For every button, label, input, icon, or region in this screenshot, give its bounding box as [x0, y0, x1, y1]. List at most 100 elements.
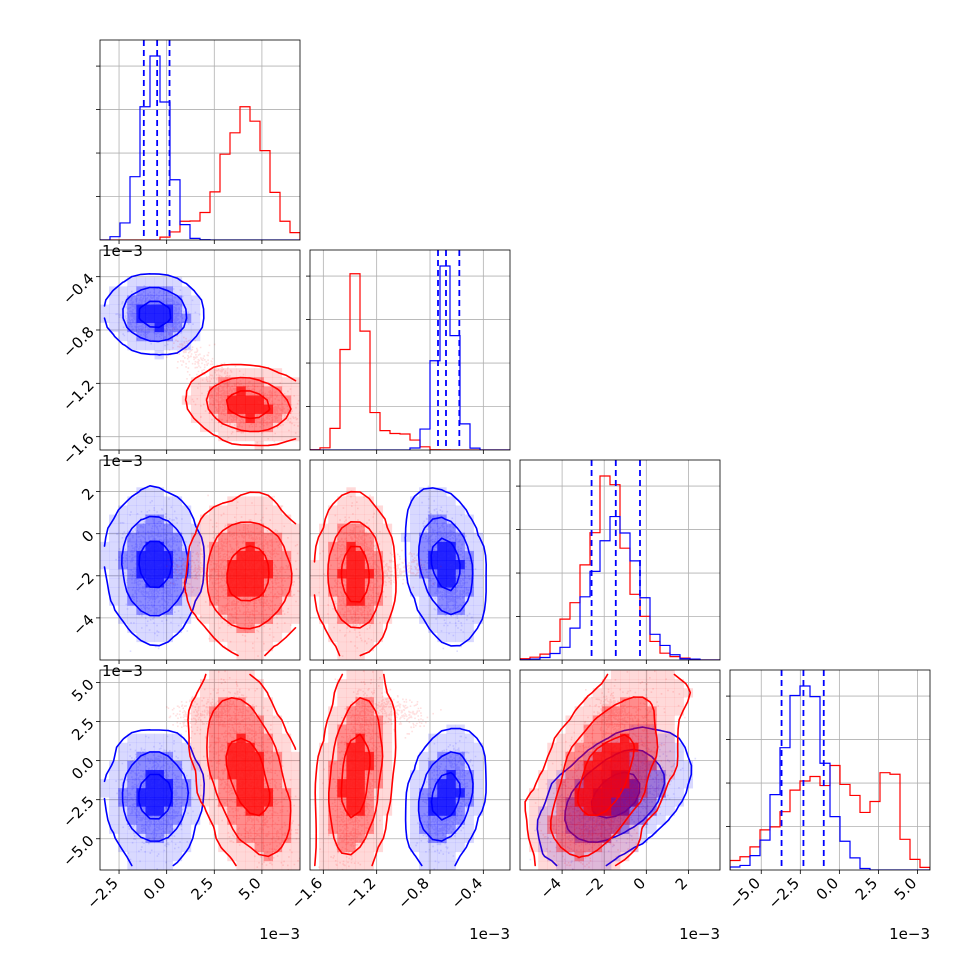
density-cell-red [263, 514, 274, 524]
density-cell-red [200, 760, 210, 771]
density-cell-red [373, 742, 384, 753]
density-cell-red [583, 760, 594, 771]
density-cell-red [236, 422, 246, 433]
density-cell-blue [163, 541, 174, 552]
density-cell-red [281, 596, 292, 606]
density-cell-red [610, 760, 621, 771]
density-cell-blue [181, 788, 192, 798]
density-cell-red [281, 422, 292, 433]
density-cell-red [290, 833, 300, 844]
density-cell-blue [419, 514, 429, 524]
density-cell-red [629, 833, 639, 844]
density-cell-red [319, 560, 329, 570]
density-cell-red [319, 596, 329, 606]
density-cell-blue [446, 578, 456, 588]
density-cell-blue [656, 815, 666, 825]
density-cell-red [346, 496, 356, 506]
density-cell-red [236, 614, 246, 624]
density-cell-blue [473, 578, 484, 588]
density-cell-red [218, 770, 228, 780]
density-cell-red [281, 760, 292, 771]
density-cell-red [263, 797, 274, 807]
density-cell-red [583, 797, 594, 807]
density-cell-blue [172, 788, 183, 798]
contour-red [205, 376, 292, 433]
density-cell-blue [190, 578, 201, 588]
density-cell-red [556, 788, 566, 798]
density-cell-red [355, 688, 365, 698]
density-cell-red [181, 578, 192, 588]
density-cell-red [272, 523, 283, 534]
density-cell-blue [109, 560, 119, 570]
density-cell-blue [574, 806, 584, 816]
density-cell-red [281, 733, 292, 744]
density-cell-red [556, 770, 566, 780]
density-cell-red [601, 842, 612, 853]
density-cell-red [328, 523, 338, 534]
density-cell-red [227, 697, 237, 707]
density-cell-blue [118, 550, 128, 561]
density-cell-blue [145, 523, 155, 534]
density-cell-red [263, 550, 274, 561]
density-cell-red [272, 413, 283, 424]
density-cell-blue [437, 514, 447, 524]
y-tick-label: 5.0 [68, 675, 98, 705]
density-cell-red [218, 760, 228, 771]
density-cell-blue [437, 806, 447, 816]
density-cell-red [583, 833, 594, 844]
density-cell-blue [145, 860, 155, 870]
density-cell-red [200, 605, 210, 615]
density-cell-red [556, 760, 566, 771]
density-cell-blue [446, 797, 456, 807]
density-cell-red [245, 742, 255, 753]
density-cell-blue [410, 523, 420, 534]
density-cell-red [200, 578, 210, 588]
density-cell-red [290, 550, 300, 561]
density-cell-blue [428, 550, 438, 561]
density-cell-red [218, 578, 228, 588]
density-cell-red [346, 788, 356, 798]
density-cell-blue [127, 322, 137, 333]
density-cell-red [337, 641, 347, 652]
y-offset-label: 1e−3 [102, 662, 143, 680]
density-cell-blue [419, 751, 429, 762]
density-cell-red [328, 860, 338, 870]
density-cell-red [227, 623, 237, 634]
density-cell-blue [547, 833, 557, 844]
density-cell-red [656, 751, 666, 762]
density-cell-red [272, 742, 283, 753]
density-cell-blue [118, 514, 128, 524]
density-cell-blue [109, 569, 119, 579]
density-cell-blue [145, 851, 155, 862]
density-cell-red [190, 404, 201, 414]
density-cell-red [272, 514, 283, 524]
density-cell-red [254, 605, 264, 615]
density-cell-red [547, 779, 557, 789]
histogram-panel-3 [726, 669, 931, 871]
density-cell-red [647, 788, 657, 798]
density-cell-red [319, 788, 329, 798]
density-cell-red [190, 377, 201, 387]
density-cell-red [209, 550, 219, 561]
density-cell-blue [647, 788, 657, 798]
density-cell-blue [620, 815, 630, 825]
density-cell-red [620, 760, 630, 771]
density-cell-blue [154, 523, 164, 534]
density-cell-blue [163, 596, 174, 606]
density-cell-red [310, 578, 320, 588]
density-cell-blue [446, 815, 456, 825]
panel-frame [519, 669, 721, 871]
density-cell-red [364, 715, 374, 725]
y-tick-label: −2 [69, 569, 97, 597]
density-cell-red [364, 670, 374, 680]
density-cell-red [319, 550, 329, 561]
density-cell-blue [127, 614, 137, 624]
density-cell-blue [190, 797, 201, 807]
density-cell-red [263, 806, 274, 816]
density-cell-blue [118, 751, 128, 762]
density-cell-red [337, 742, 347, 753]
density-cell-red [674, 679, 684, 689]
density-cell-red [556, 851, 566, 862]
density-cell-blue [127, 532, 137, 543]
density-cell-red [620, 833, 630, 844]
